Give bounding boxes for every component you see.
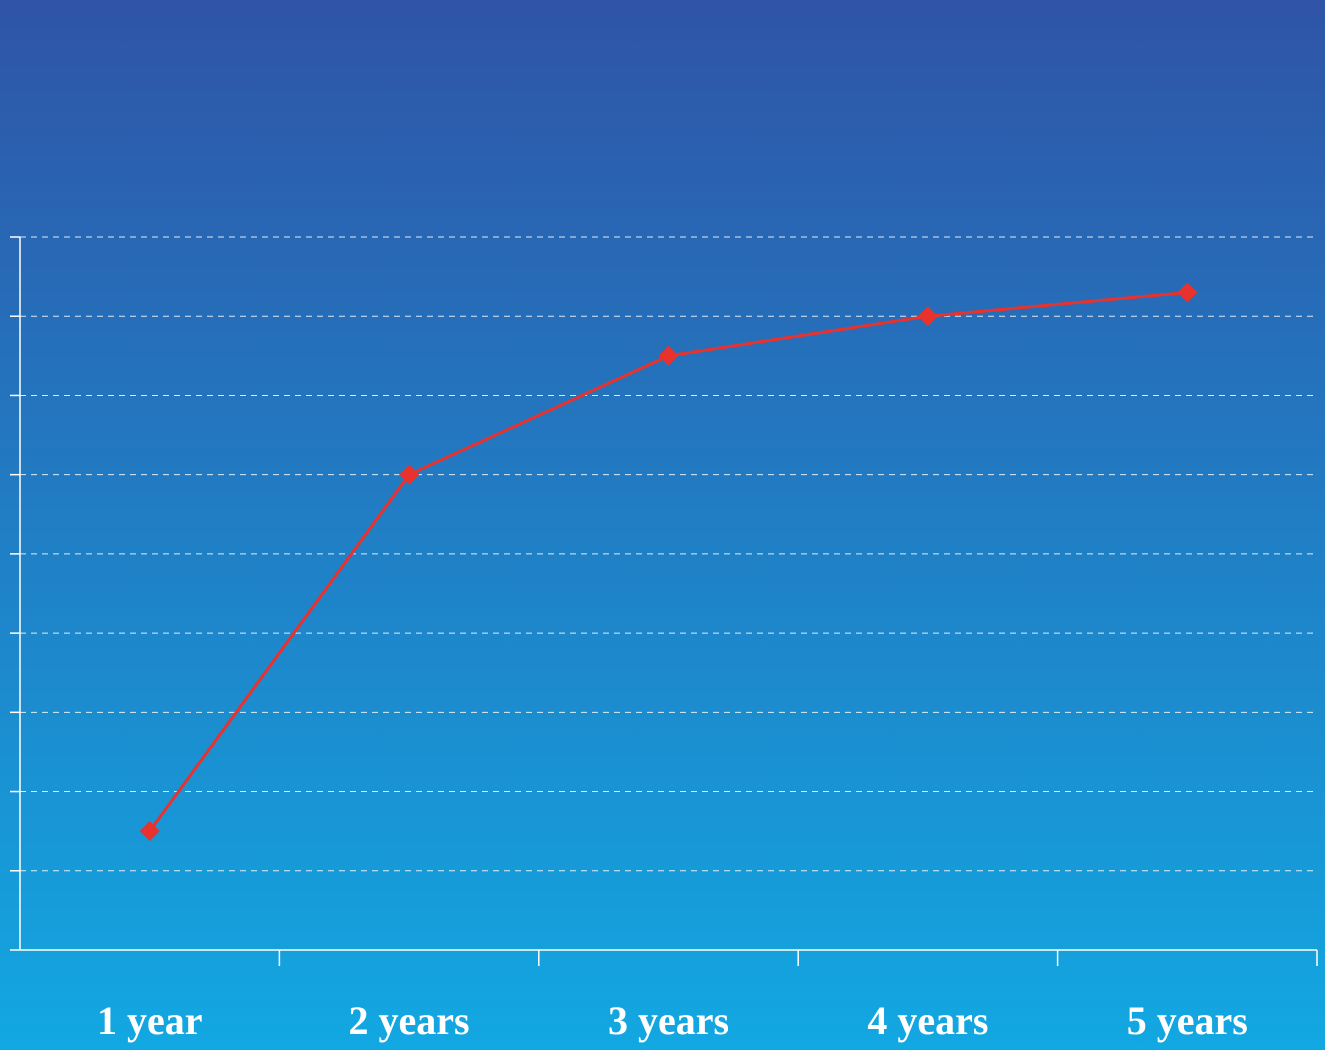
x-tick-label: 3 years (608, 998, 729, 1043)
background (0, 0, 1325, 1050)
x-tick-label: 4 years (867, 998, 988, 1043)
x-tick-label: 2 years (349, 998, 470, 1043)
x-tick-label: 1 year (97, 998, 203, 1043)
x-tick-label: 5 years (1127, 998, 1248, 1043)
chart: 1 year 2 years 3 years 4 years 5 years (0, 0, 1325, 1050)
page: 1 year2 years3 years4 years5 years (() =… (0, 0, 1325, 1050)
